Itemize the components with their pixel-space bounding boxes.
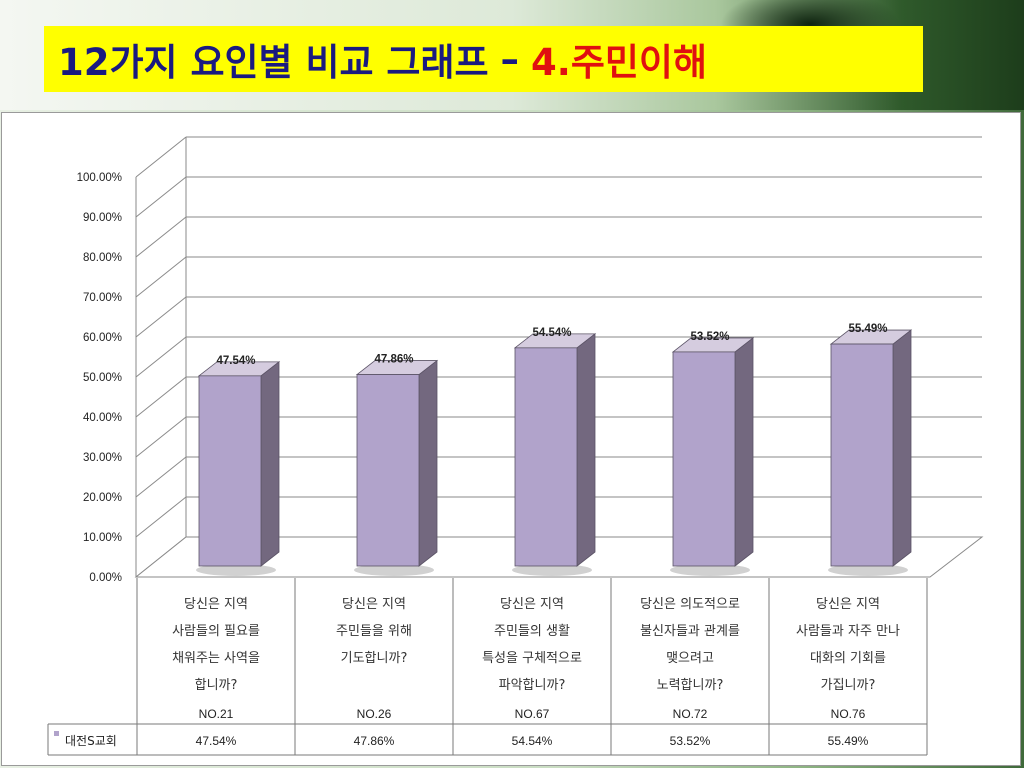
table-value-cell: 53.52% bbox=[670, 734, 711, 748]
bar-side bbox=[260, 361, 280, 567]
table-value-cell: 54.54% bbox=[512, 734, 553, 748]
category-label: 특성을 구체적으로 bbox=[482, 651, 582, 666]
bar bbox=[672, 351, 736, 567]
bar-shadow bbox=[354, 564, 434, 576]
category-label: 기도합니까? bbox=[341, 651, 408, 666]
y-tick-label: 70.00% bbox=[83, 292, 122, 304]
gridline-side bbox=[135, 336, 187, 378]
category-label: 당신은 지역 bbox=[184, 597, 248, 612]
bar-value-label: 53.52% bbox=[690, 331, 729, 343]
table-value-cell: 55.49% bbox=[828, 734, 869, 748]
bar-side bbox=[418, 359, 438, 567]
bar-shadow bbox=[512, 564, 592, 576]
bar-value-label: 54.54% bbox=[532, 327, 571, 339]
table-value-cell: 47.86% bbox=[354, 734, 395, 748]
legend-series-name: 대전S교회 bbox=[65, 734, 117, 748]
gridline-side bbox=[135, 456, 187, 498]
category-label: 당신은 지역 bbox=[500, 597, 564, 612]
category-label: 가집니까? bbox=[821, 678, 876, 693]
y-tick-label: 100.00% bbox=[77, 172, 122, 184]
category-label: 당신은 지역 bbox=[816, 597, 880, 612]
page-title: 12가지 요인별 비교 그래프 – 4.주민이해 bbox=[44, 26, 923, 92]
category-label: 사람들의 필요를 bbox=[172, 624, 260, 639]
title-separator: – bbox=[500, 37, 520, 81]
y-tick-label: 20.00% bbox=[83, 492, 122, 504]
category-label: 당신은 의도적으로 bbox=[640, 597, 740, 612]
category-label: 맺으려고 bbox=[666, 651, 714, 666]
bar-side bbox=[576, 333, 596, 567]
bar-value-label: 47.86% bbox=[374, 354, 413, 366]
bar-side bbox=[892, 329, 912, 567]
y-tick-label: 30.00% bbox=[83, 452, 122, 464]
y-tick-label: 80.00% bbox=[83, 252, 122, 264]
category-label: 당신은 지역 bbox=[342, 597, 406, 612]
gridline-side bbox=[135, 376, 187, 418]
bar-shadow bbox=[828, 564, 908, 576]
category-code: NO.76 bbox=[831, 707, 866, 721]
category-label: 대화의 기회를 bbox=[810, 651, 886, 666]
bar-side bbox=[734, 337, 754, 567]
y-tick-label: 60.00% bbox=[83, 332, 122, 344]
gridline-side bbox=[135, 176, 187, 218]
category-label: 합니까? bbox=[195, 678, 238, 693]
y-tick-label: 50.00% bbox=[83, 372, 122, 384]
legend-swatch bbox=[54, 731, 59, 736]
category-code: NO.67 bbox=[515, 707, 550, 721]
bar-value-label: 47.54% bbox=[216, 355, 255, 367]
category-label: 파악합니까? bbox=[499, 678, 566, 693]
category-code: NO.26 bbox=[357, 707, 392, 721]
bar bbox=[356, 374, 420, 567]
category-label: 불신자들과 관계를 bbox=[640, 624, 740, 639]
y-tick-label: 0.00% bbox=[89, 572, 122, 584]
bar bbox=[198, 375, 262, 567]
gridline-side bbox=[135, 416, 187, 458]
category-label: 노력합니까? bbox=[657, 678, 724, 693]
bar bbox=[514, 347, 578, 567]
y-tick-label: 90.00% bbox=[83, 212, 122, 224]
bar-shadow bbox=[670, 564, 750, 576]
category-label: 사람들과 자주 만나 bbox=[796, 624, 900, 639]
category-label: 주민들을 위해 bbox=[336, 624, 412, 639]
gridline-side bbox=[135, 496, 187, 538]
bar bbox=[830, 343, 894, 567]
category-code: NO.21 bbox=[199, 707, 234, 721]
gridline-side bbox=[135, 256, 187, 298]
bar-shadow bbox=[196, 564, 276, 576]
category-code: NO.72 bbox=[673, 707, 708, 721]
category-label: 주민들의 생활 bbox=[494, 624, 570, 639]
category-label: 채워주는 사역을 bbox=[172, 651, 260, 666]
title-highlight: 4.주민이해 bbox=[531, 41, 708, 84]
bar-value-label: 55.49% bbox=[848, 323, 887, 335]
gridline-side bbox=[135, 136, 187, 178]
y-tick-label: 10.00% bbox=[83, 532, 122, 544]
title-main: 12가지 요인별 비교 그래프 bbox=[58, 41, 489, 84]
y-tick-label: 40.00% bbox=[83, 412, 122, 424]
gridline-side bbox=[135, 216, 187, 258]
gridline-side bbox=[135, 296, 187, 338]
table-value-cell: 47.54% bbox=[196, 734, 237, 748]
